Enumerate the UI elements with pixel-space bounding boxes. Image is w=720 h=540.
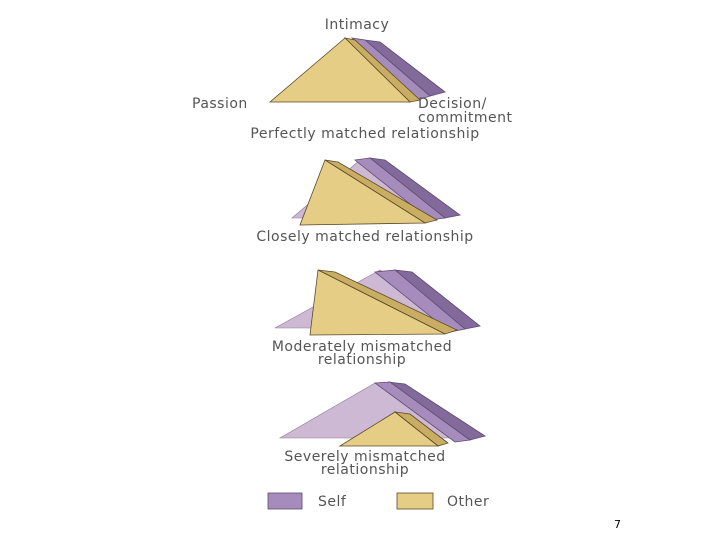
caption: Perfectly matched relationship	[250, 126, 479, 142]
caption: relationship	[321, 462, 409, 478]
legend-swatch-other	[396, 492, 434, 510]
triangle-close	[291, 157, 461, 226]
label-intimacy: Intimacy	[325, 17, 390, 33]
caption: Moderately mismatched	[272, 339, 452, 355]
page-number: 7	[614, 518, 622, 531]
legend-label: Other	[447, 494, 489, 510]
triangle-severe	[278, 381, 486, 447]
legend-label: Self	[318, 494, 347, 510]
legend-swatch-self	[267, 492, 303, 510]
caption: relationship	[318, 352, 406, 368]
triangle-perfect	[268, 37, 446, 103]
label-passion: Passion	[192, 96, 248, 112]
caption: Closely matched relationship	[256, 229, 473, 245]
label-decision: commitment	[418, 110, 513, 126]
triangle-moderate	[274, 269, 481, 336]
caption: Severely mismatched	[284, 449, 445, 465]
label-decision: Decision/	[418, 96, 487, 112]
